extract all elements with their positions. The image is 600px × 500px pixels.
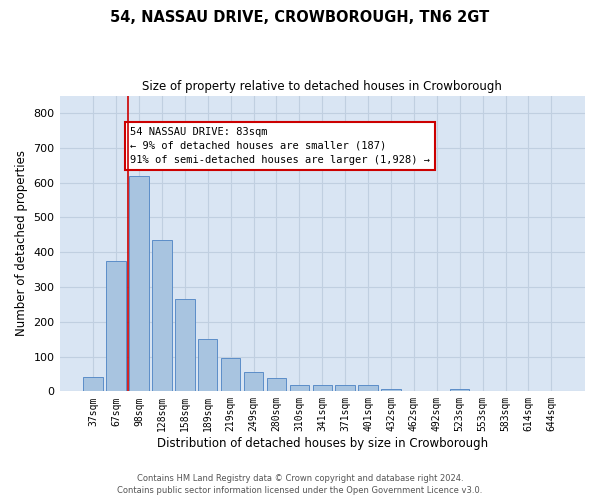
Text: 54, NASSAU DRIVE, CROWBOROUGH, TN6 2GT: 54, NASSAU DRIVE, CROWBOROUGH, TN6 2GT <box>110 10 490 25</box>
Bar <box>83 378 103 392</box>
Text: Contains HM Land Registry data © Crown copyright and database right 2024.
Contai: Contains HM Land Registry data © Crown c… <box>118 474 482 495</box>
Bar <box>381 388 401 392</box>
Text: 54 NASSAU DRIVE: 83sqm
← 9% of detached houses are smaller (187)
91% of semi-det: 54 NASSAU DRIVE: 83sqm ← 9% of detached … <box>130 127 430 165</box>
X-axis label: Distribution of detached houses by size in Crowborough: Distribution of detached houses by size … <box>157 437 488 450</box>
Bar <box>358 385 378 392</box>
Bar <box>129 176 149 392</box>
Bar <box>152 240 172 392</box>
Bar <box>175 299 194 392</box>
Bar <box>221 358 241 392</box>
Bar <box>244 372 263 392</box>
Y-axis label: Number of detached properties: Number of detached properties <box>15 150 28 336</box>
Bar <box>106 261 126 392</box>
Bar <box>335 385 355 392</box>
Bar <box>267 378 286 392</box>
Bar <box>198 339 217 392</box>
Bar <box>290 385 309 392</box>
Bar <box>313 385 332 392</box>
Title: Size of property relative to detached houses in Crowborough: Size of property relative to detached ho… <box>142 80 502 93</box>
Bar <box>450 388 469 392</box>
